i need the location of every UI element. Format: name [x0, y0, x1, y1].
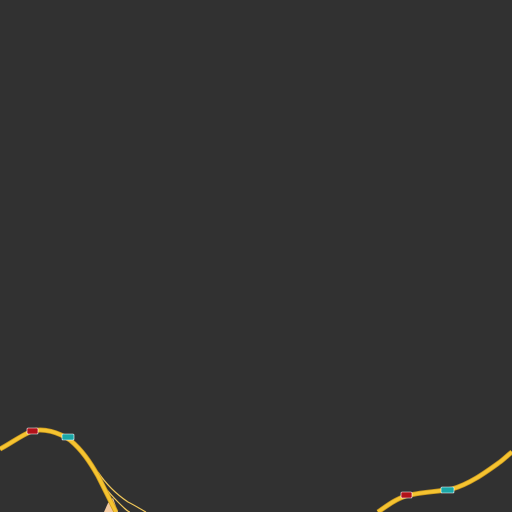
- highway-left[interactable]: [0, 427, 119, 512]
- road-ramp: [97, 471, 147, 512]
- route-shield-teal[interactable]: [61, 433, 75, 441]
- route-shield-red[interactable]: [400, 491, 413, 499]
- highway-right-fill: [376, 450, 512, 512]
- highway-left-fill: [0, 428, 118, 512]
- highway-right[interactable]: [376, 450, 512, 512]
- route-shield-red[interactable]: [26, 427, 39, 435]
- route-shield-teal[interactable]: [440, 486, 455, 494]
